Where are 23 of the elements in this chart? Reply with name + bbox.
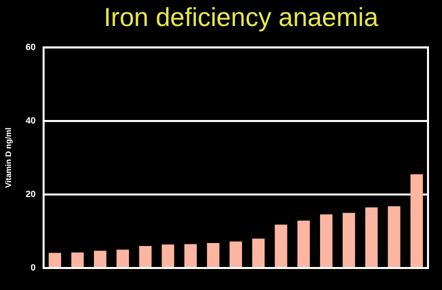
bar	[342, 212, 356, 267]
bar	[252, 238, 265, 267]
bar	[297, 220, 310, 267]
chart-title: Iron deficiency anaemia	[102, 1, 380, 34]
bar	[116, 250, 129, 267]
bar	[365, 207, 378, 267]
bar	[139, 246, 152, 267]
bar	[230, 242, 242, 267]
y-axis-title: Vitamin D ng/ml	[4, 128, 14, 188]
bar	[410, 174, 423, 267]
bar	[162, 244, 174, 267]
bar	[320, 214, 332, 267]
bar	[388, 206, 400, 267]
y-tick-label: 0	[30, 262, 36, 272]
bar	[71, 252, 84, 267]
y-tick-label: 60	[26, 42, 36, 52]
bar	[48, 252, 62, 267]
y-tick-label: 20	[26, 188, 36, 199]
bar	[206, 243, 220, 267]
bar	[94, 250, 106, 267]
y-tick-label: 40	[26, 115, 36, 126]
bar	[274, 224, 288, 267]
bar	[184, 244, 197, 267]
